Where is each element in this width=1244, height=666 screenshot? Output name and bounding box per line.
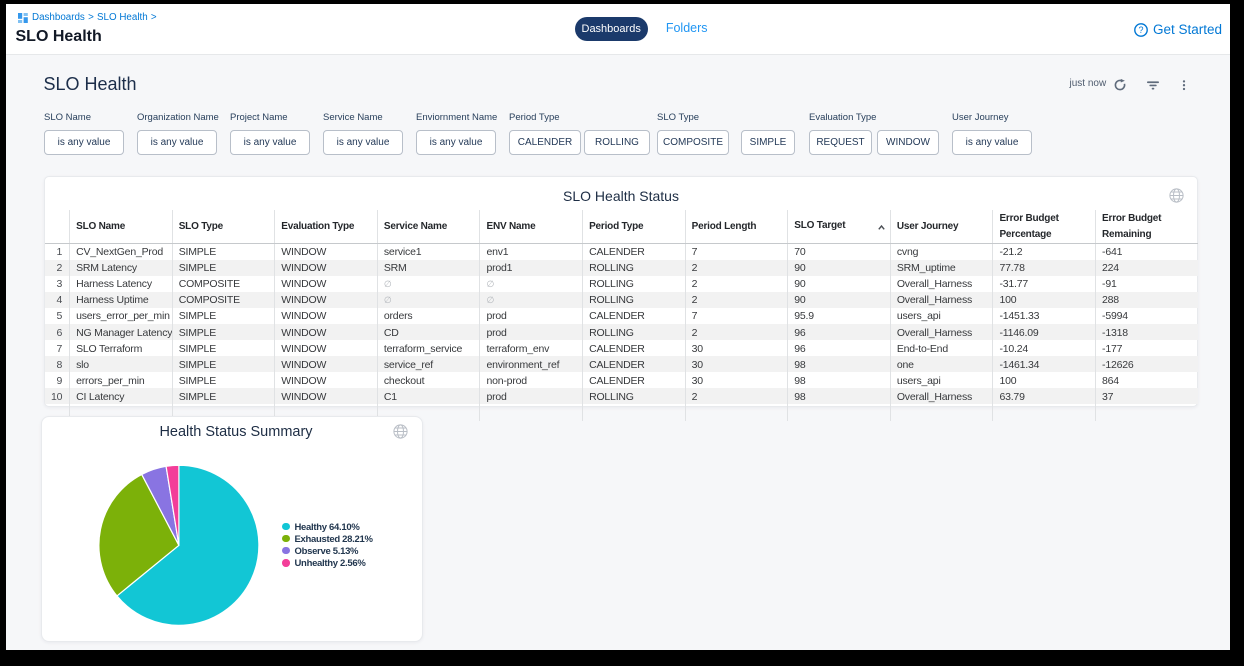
svg-text:?: ? — [1138, 25, 1143, 35]
